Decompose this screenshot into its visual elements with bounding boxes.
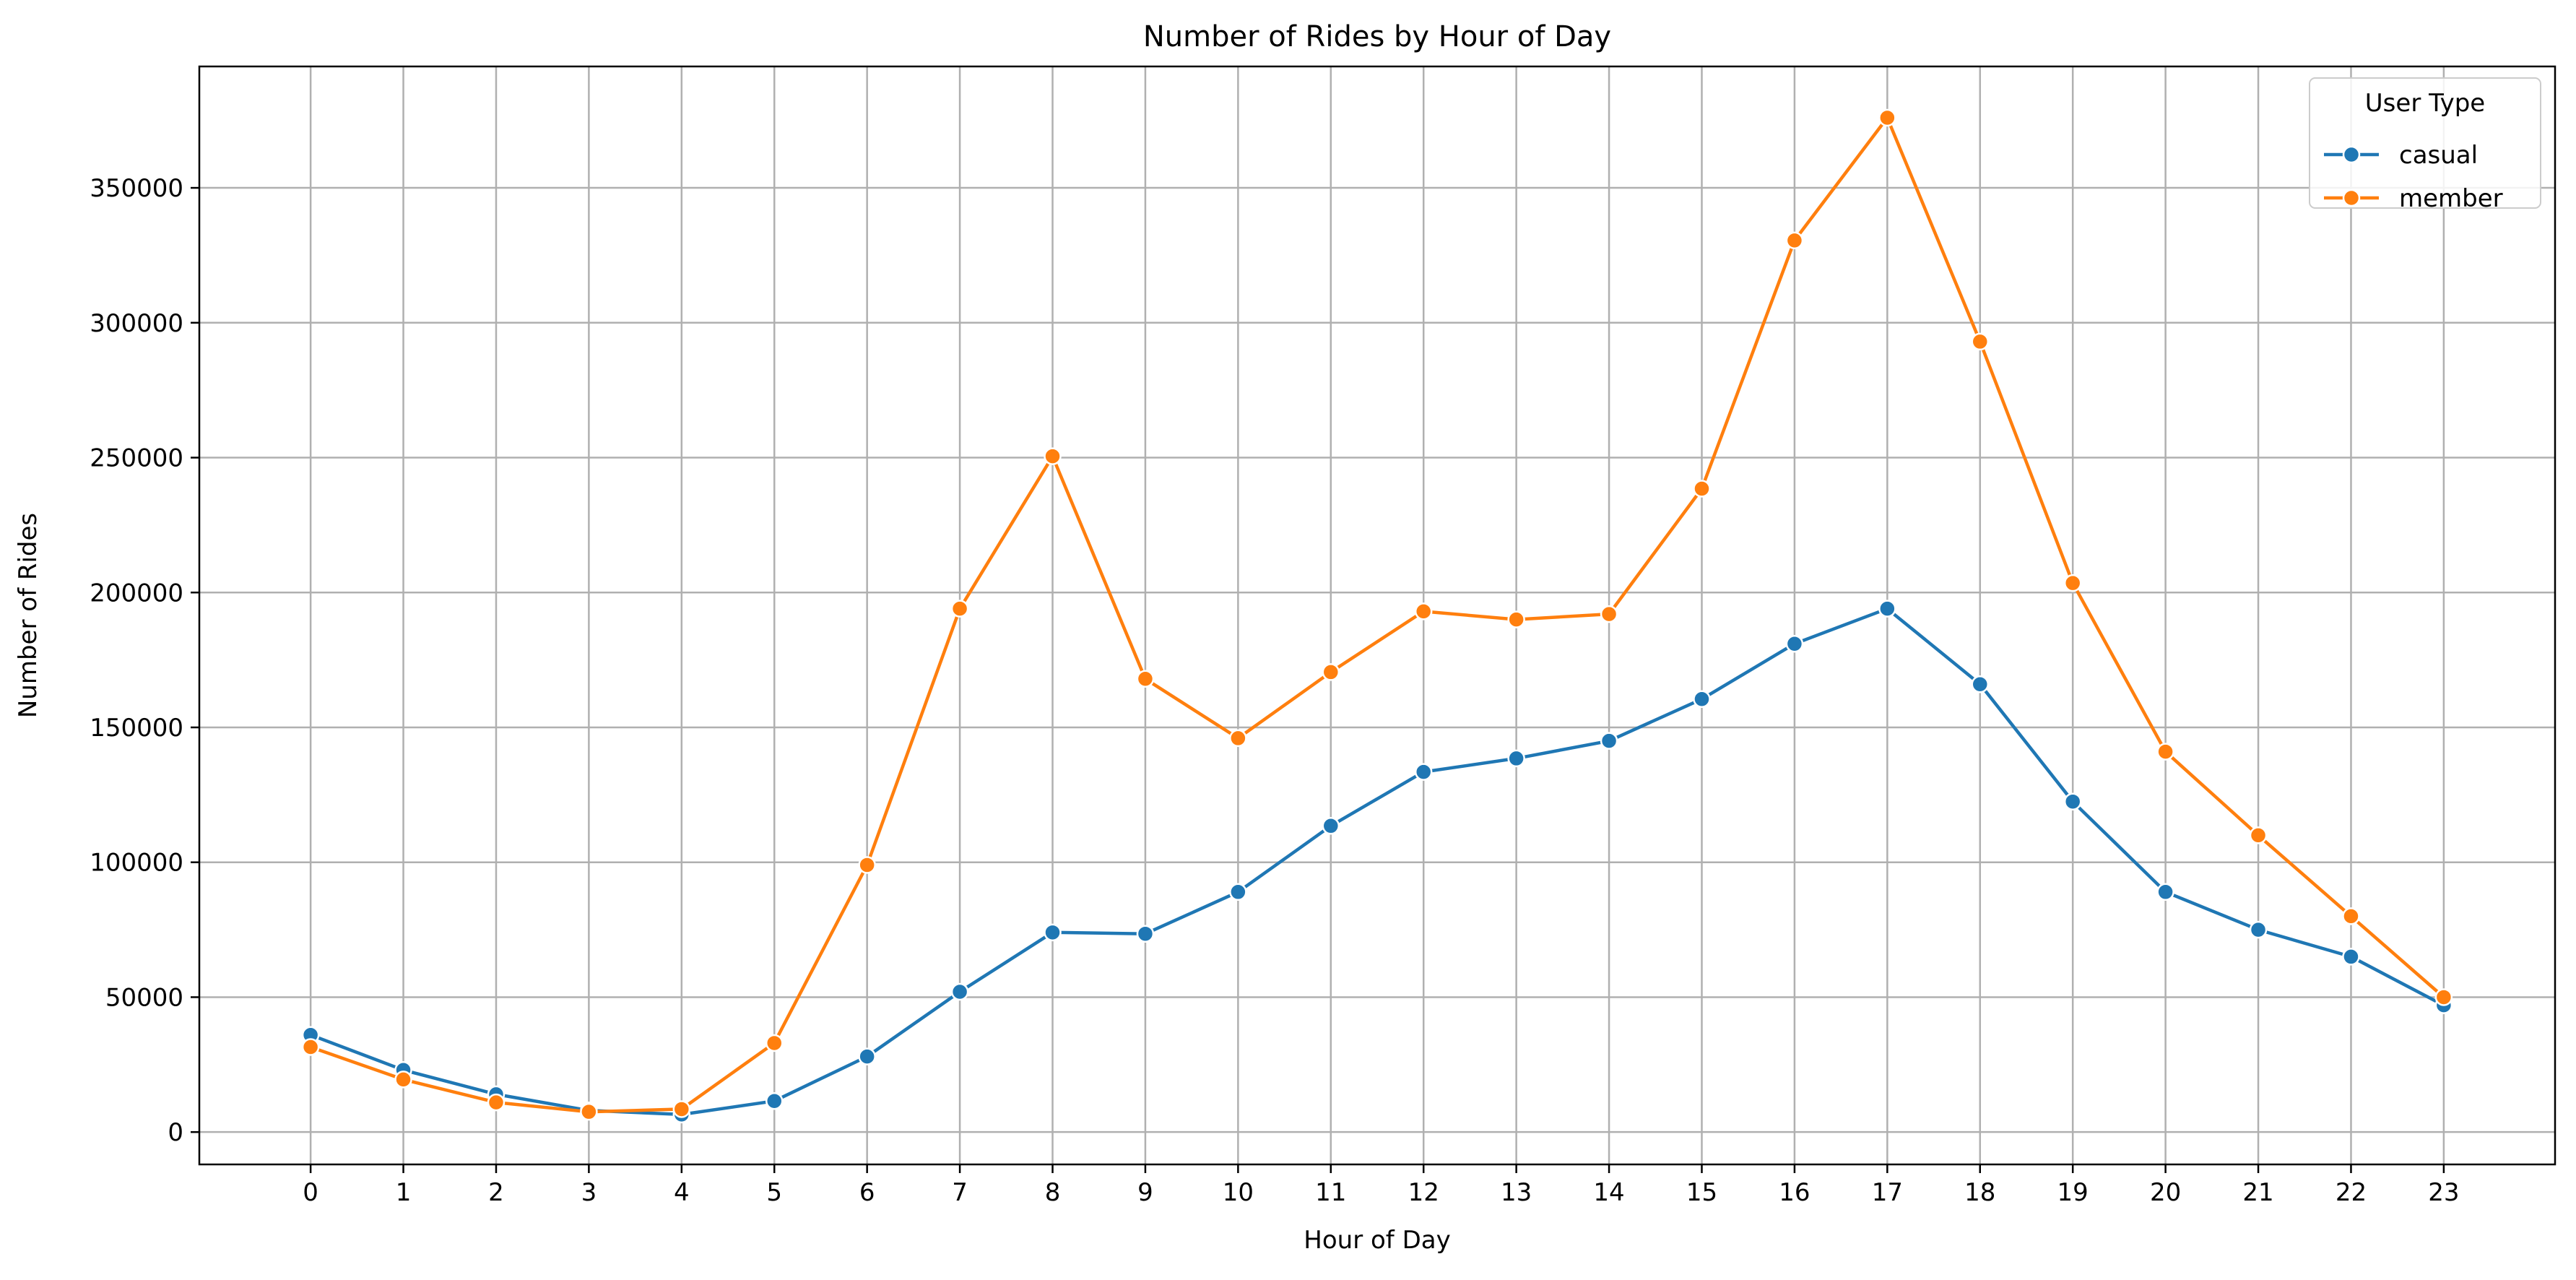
x-tick-label: 15 — [1686, 1178, 1717, 1207]
data-point-member — [765, 1034, 784, 1052]
data-point-member — [2342, 907, 2360, 925]
data-point-member — [2063, 574, 2082, 592]
data-point-member — [1322, 663, 1340, 681]
x-tick-label: 13 — [1501, 1178, 1532, 1207]
data-point-casual — [1971, 675, 1990, 693]
data-point-casual — [858, 1047, 876, 1065]
data-point-casual — [1507, 749, 1525, 768]
y-tick-label: 0 — [168, 1118, 183, 1147]
x-tick-label: 2 — [488, 1178, 504, 1207]
data-point-member — [1600, 605, 1618, 623]
legend: User Type casual member — [2309, 77, 2541, 213]
x-tick-label: 19 — [2057, 1178, 2089, 1207]
data-point-casual — [2249, 920, 2268, 939]
data-point-member — [394, 1071, 412, 1089]
data-point-casual — [765, 1091, 784, 1110]
data-point-member — [1414, 602, 1433, 620]
x-tick-label: 6 — [859, 1178, 875, 1207]
data-point-casual — [1600, 732, 1618, 750]
data-point-member — [858, 856, 876, 874]
plot-frame — [198, 65, 2557, 1166]
data-point-member — [1971, 332, 1990, 351]
x-tick-label: 12 — [1408, 1178, 1439, 1207]
data-point-casual — [1136, 925, 1155, 943]
data-point-member — [487, 1093, 506, 1112]
data-point-member — [1878, 108, 1896, 127]
y-tick-label: 350000 — [90, 174, 183, 203]
data-point-casual — [2342, 948, 2360, 966]
data-point-casual — [1785, 634, 1804, 653]
y-axis-label: Number of Rides — [14, 513, 43, 718]
x-tick-label: 14 — [1593, 1178, 1624, 1207]
grid-layer — [199, 66, 2555, 1164]
data-point-member — [672, 1100, 691, 1118]
x-tick-label: 9 — [1137, 1178, 1153, 1207]
series-line-member — [310, 116, 2445, 1114]
series-line-casual — [310, 607, 2445, 1117]
y-tick-label: 50000 — [105, 983, 183, 1012]
chart-title: Number of Rides by Hour of Day — [1143, 20, 1611, 53]
legend-marker-member — [2342, 189, 2361, 207]
data-point-casual — [1229, 883, 1247, 901]
legend-marker-casual — [2342, 145, 2361, 164]
x-tick-label: 18 — [1964, 1178, 1995, 1207]
data-point-casual — [1044, 923, 1062, 942]
legend-title: User Type — [2365, 89, 2485, 118]
x-tick-label: 17 — [1872, 1178, 1903, 1207]
legend-label-casual: casual — [2399, 141, 2478, 170]
x-tick-label: 1 — [396, 1178, 412, 1207]
data-point-member — [950, 600, 969, 618]
data-point-member — [1136, 670, 1155, 688]
x-tick-label: 20 — [2150, 1178, 2181, 1207]
y-tick-label: 300000 — [90, 309, 183, 338]
x-tick-label: 11 — [1315, 1178, 1346, 1207]
data-point-member — [1229, 729, 1247, 748]
legend-box — [2309, 77, 2541, 209]
x-tick-label: 0 — [303, 1178, 318, 1207]
y-tick-label: 150000 — [90, 714, 183, 743]
data-point-casual — [1414, 763, 1433, 781]
series-layer — [301, 108, 2453, 1124]
x-tick-label: 16 — [1779, 1178, 1810, 1207]
y-tick-label: 250000 — [90, 444, 183, 473]
x-axis-label: Hour of Day — [1304, 1226, 1450, 1255]
data-point-member — [2249, 826, 2268, 844]
x-tick-label: 22 — [2336, 1178, 2367, 1207]
data-point-member — [1044, 447, 1062, 465]
data-point-member — [2434, 988, 2453, 1006]
data-point-casual — [2063, 792, 2082, 810]
data-point-member — [1785, 231, 1804, 250]
y-tick-label: 100000 — [90, 849, 183, 878]
data-point-casual — [2156, 883, 2174, 901]
data-point-casual — [1322, 817, 1340, 835]
x-tick-label: 3 — [581, 1178, 597, 1207]
data-point-member — [301, 1038, 320, 1056]
x-tick-label: 10 — [1223, 1178, 1254, 1207]
x-tick-label: 8 — [1045, 1178, 1061, 1207]
x-tick-label: 23 — [2428, 1178, 2459, 1207]
data-point-member — [1693, 480, 1711, 498]
legend-label-member: member — [2399, 184, 2503, 213]
legend-entries: casual member — [2324, 141, 2503, 213]
data-point-member — [2156, 743, 2174, 761]
data-point-member — [1507, 610, 1525, 628]
data-point-member — [580, 1102, 598, 1121]
x-tick-label: 5 — [766, 1178, 782, 1207]
data-point-casual — [1878, 600, 1896, 618]
data-point-casual — [1693, 690, 1711, 709]
data-point-casual — [950, 982, 969, 1001]
x-tick-label: 7 — [952, 1178, 968, 1207]
x-tick-label: 4 — [674, 1178, 690, 1207]
ticks-layer: 0 1 2 3 4 5 6 7 8 9 10 11 12 13 14 15 16 17 18 19 20 21 22 2305… — [90, 174, 2459, 1207]
y-tick-label: 200000 — [90, 579, 183, 607]
x-tick-label: 21 — [2242, 1178, 2273, 1207]
